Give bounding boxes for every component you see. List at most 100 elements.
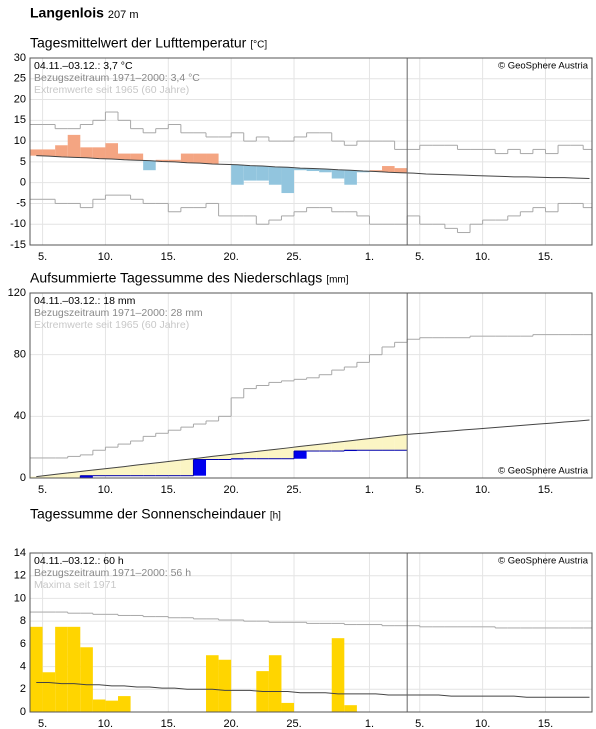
x-tick-label: 15. — [538, 251, 553, 263]
y-tick-label: 0 — [20, 177, 26, 189]
y-tick-label: -10 — [10, 218, 26, 230]
deficit-fill — [356, 439, 370, 451]
x-tick-label: 15. — [161, 718, 176, 729]
bar — [92, 699, 106, 712]
y-tick-label: 120 — [8, 287, 26, 299]
mean-line — [36, 155, 590, 180]
x-tick-label: 5. — [415, 718, 424, 729]
x-tick-label: 1. — [365, 718, 374, 729]
x-tick-label: 25. — [286, 251, 301, 263]
y-tick-label: 80 — [14, 349, 26, 361]
daily-bar — [193, 459, 207, 476]
deficit-fill — [118, 466, 131, 476]
deficit-fill — [55, 473, 68, 478]
x-tick-label: 10. — [98, 484, 113, 496]
y-tick-label: 40 — [14, 410, 26, 422]
unit: [mm] — [326, 275, 348, 286]
deviation-bar — [356, 171, 370, 173]
deficit-fill — [394, 434, 408, 451]
deviation-bar — [294, 168, 307, 171]
y-tick-label: 5 — [20, 156, 26, 168]
annotation: Extremwerte seit 1965 (60 Jahre) — [34, 319, 189, 331]
y-tick-label: 14 — [14, 547, 26, 559]
deviation-bar — [143, 160, 156, 171]
deficit-fill — [268, 449, 282, 459]
deviation-bar — [155, 159, 169, 162]
deviation-bar — [206, 153, 219, 164]
x-tick-label: 1. — [365, 484, 374, 496]
deviation-bar — [55, 145, 68, 157]
daily-bar — [80, 475, 93, 478]
bar — [206, 655, 219, 712]
deficit-fill — [256, 450, 269, 459]
deviation-bar — [30, 149, 43, 156]
deviation-bar — [118, 153, 131, 160]
annotation: 04.11.–03.12.: 18 mm — [34, 295, 136, 307]
y-tick-label: 4 — [20, 660, 26, 672]
bar — [67, 626, 81, 712]
chart-title: Tagessumme der Sonnenscheindauer — [30, 506, 266, 522]
deficit-fill — [218, 455, 232, 460]
deviation-bar — [92, 147, 106, 159]
plot — [30, 553, 592, 712]
deviation-bar — [193, 153, 207, 164]
annotation: Bezugszeitraum 1971–2000: 56 h — [34, 567, 191, 579]
bar — [281, 702, 295, 712]
unit: [°C] — [250, 40, 267, 51]
y-tick-label: 30 — [14, 52, 26, 64]
y-tick-label: 8 — [20, 615, 26, 627]
mean-line — [36, 419, 590, 478]
deficit-fill — [130, 465, 144, 476]
deviation-bar — [319, 168, 332, 173]
x-tick-label: 20. — [224, 484, 239, 496]
daily-bar — [294, 451, 307, 459]
bar — [218, 659, 232, 712]
bar — [105, 700, 119, 712]
plot — [30, 293, 592, 478]
deficit-fill — [382, 436, 395, 451]
annotation: 04.11.–03.12.: 60 h — [34, 555, 124, 567]
deviation-bar — [394, 168, 408, 173]
deficit-fill — [206, 456, 219, 460]
x-tick-label: 1. — [365, 251, 374, 263]
x-tick-label: 10. — [98, 718, 113, 729]
deficit-fill — [243, 452, 257, 459]
deficit-fill — [67, 472, 81, 478]
plot-bg — [30, 58, 592, 245]
x-tick-label: 10. — [475, 484, 490, 496]
annotation: Extremwerte seit 1965 (60 Jahre) — [34, 84, 189, 96]
bar — [42, 672, 56, 712]
deviation-bar — [331, 169, 345, 179]
annotation: Bezugszeitraum 1971–2000: 3,4 °C — [34, 72, 200, 84]
bar — [30, 626, 43, 712]
deviation-bar — [80, 147, 93, 158]
x-tick-label: 20. — [224, 718, 239, 729]
deficit-fill — [180, 459, 194, 476]
x-tick-label: 20. — [224, 251, 239, 263]
x-tick-label: 10. — [98, 251, 113, 263]
annotation: Maxima seit 1971 — [34, 579, 116, 591]
deviation-bar — [105, 143, 119, 159]
deviation-bar — [281, 167, 295, 194]
y-tick-label: 12 — [14, 570, 26, 582]
y-tick-label: 25 — [14, 73, 26, 85]
deviation-bar — [180, 153, 194, 163]
credit: © GeoSphere Austria — [498, 61, 589, 72]
plot-frame — [29, 57, 593, 246]
x-tick-label: 5. — [415, 484, 424, 496]
plot-frame — [29, 292, 593, 479]
deviation-bar — [42, 149, 56, 157]
deficit-fill — [331, 442, 345, 452]
x-tick-label: 15. — [538, 718, 553, 729]
x-tick-label: 15. — [538, 484, 553, 496]
deviation-bar — [256, 166, 269, 181]
x-tick-label: 10. — [475, 718, 490, 729]
y-tick-label: 2 — [20, 683, 26, 695]
deficit-fill — [231, 453, 244, 459]
deviation-bar — [344, 170, 357, 185]
x-tick-label: 5. — [38, 718, 47, 729]
bar — [268, 655, 282, 712]
x-tick-label: 5. — [38, 251, 47, 263]
deficit-fill — [105, 467, 119, 476]
